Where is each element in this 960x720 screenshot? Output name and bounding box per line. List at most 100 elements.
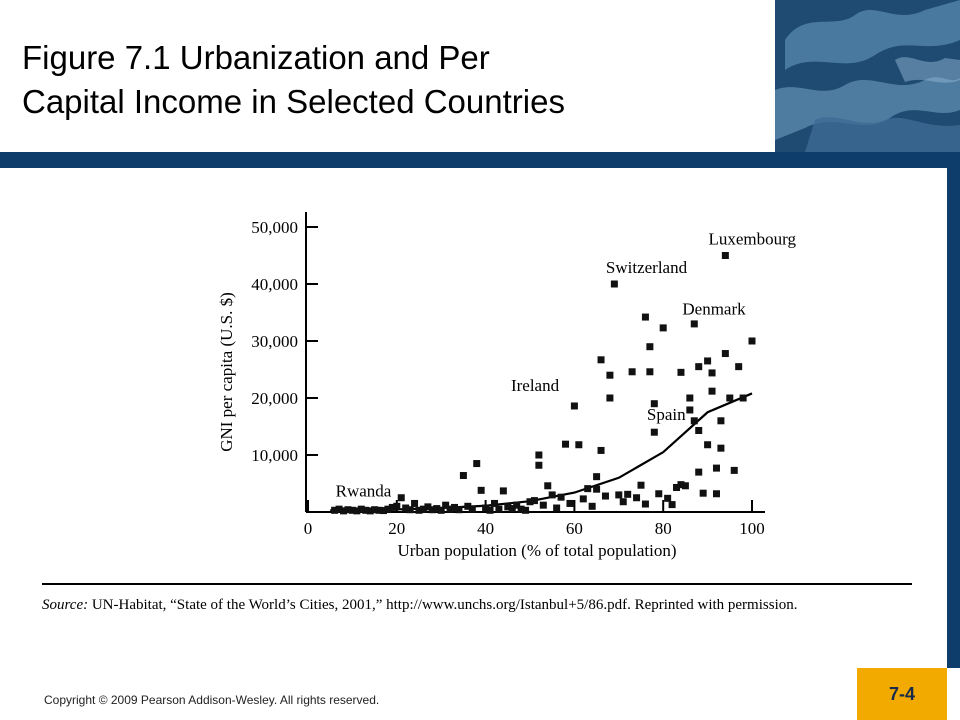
header-decorative-image bbox=[775, 0, 960, 152]
slide-title: Figure 7.1 Urbanization and Per Capital … bbox=[22, 36, 762, 124]
data-point bbox=[530, 497, 538, 505]
data-point bbox=[739, 394, 747, 402]
data-point bbox=[575, 441, 583, 449]
x-tick-label: 40 bbox=[477, 519, 494, 538]
data-point bbox=[508, 505, 516, 513]
data-point bbox=[335, 505, 343, 513]
data-point bbox=[677, 368, 685, 376]
data-point bbox=[451, 503, 459, 511]
y-tick-label: 20,000 bbox=[251, 389, 298, 408]
data-point bbox=[562, 440, 570, 448]
data-point bbox=[717, 444, 725, 452]
data-point bbox=[379, 507, 387, 515]
page-number-tab: 7-4 bbox=[857, 668, 947, 720]
data-point bbox=[424, 503, 432, 511]
data-point bbox=[593, 485, 601, 493]
data-point bbox=[539, 501, 547, 509]
data-point bbox=[615, 491, 623, 499]
data-point bbox=[344, 506, 352, 514]
slide-title-line-2: Capital Income in Selected Countries bbox=[22, 83, 565, 120]
data-point bbox=[504, 503, 512, 511]
data-point bbox=[371, 506, 379, 514]
data-point bbox=[610, 280, 618, 288]
footer-bar bbox=[0, 668, 960, 720]
data-point bbox=[544, 482, 552, 490]
data-point bbox=[699, 489, 707, 497]
data-point bbox=[606, 394, 614, 402]
data-point bbox=[459, 472, 467, 480]
data-point bbox=[366, 507, 374, 515]
data-point bbox=[673, 483, 681, 491]
data-point bbox=[548, 491, 556, 499]
slide-title-area: Figure 7.1 Urbanization and Per Capital … bbox=[0, 0, 775, 152]
data-point bbox=[695, 468, 703, 476]
data-point bbox=[464, 502, 472, 510]
data-point bbox=[397, 494, 405, 502]
data-point bbox=[353, 507, 361, 515]
x-ticks: 0 20 40 60 80 100 bbox=[304, 500, 765, 538]
data-point bbox=[646, 368, 654, 376]
data-point bbox=[681, 482, 689, 490]
data-point bbox=[593, 473, 601, 481]
x-tick-label: 80 bbox=[655, 519, 672, 538]
data-points bbox=[331, 252, 756, 515]
data-point bbox=[686, 394, 694, 402]
data-point bbox=[637, 481, 645, 489]
right-edge-bar bbox=[947, 152, 960, 672]
data-point bbox=[406, 506, 414, 514]
y-tick-label: 40,000 bbox=[251, 275, 298, 294]
data-point bbox=[340, 507, 348, 515]
data-point bbox=[517, 505, 525, 513]
x-axis-label: Urban population (% of total population) bbox=[397, 541, 676, 560]
data-point bbox=[428, 506, 436, 514]
data-point bbox=[348, 506, 356, 514]
data-point bbox=[553, 504, 561, 512]
data-point bbox=[362, 506, 370, 514]
data-point bbox=[708, 387, 716, 395]
data-point bbox=[557, 493, 565, 501]
data-point bbox=[535, 461, 543, 469]
annotation-label: Denmark bbox=[682, 299, 746, 318]
annotation-label: Spain bbox=[647, 405, 686, 424]
slide-title-line-1: Figure 7.1 Urbanization and Per bbox=[22, 39, 490, 76]
y-ticks: 10,000 20,000 30,000 40,000 50,000 bbox=[251, 218, 318, 465]
x-tick-label: 100 bbox=[739, 519, 765, 538]
data-point bbox=[579, 495, 587, 503]
data-point bbox=[566, 499, 574, 507]
data-point bbox=[384, 505, 392, 513]
data-point bbox=[388, 503, 396, 511]
data-point bbox=[641, 313, 649, 321]
data-point bbox=[495, 505, 503, 513]
data-point bbox=[437, 506, 445, 514]
source-note: Source: UN-Habitat, “State of the World’… bbox=[42, 595, 932, 615]
data-point bbox=[522, 506, 530, 514]
data-point bbox=[477, 486, 485, 494]
data-point bbox=[712, 464, 720, 472]
data-point bbox=[712, 490, 720, 498]
data-point bbox=[690, 320, 698, 328]
data-point bbox=[668, 501, 676, 509]
data-point bbox=[748, 337, 756, 345]
data-point bbox=[486, 506, 494, 514]
data-point bbox=[455, 506, 463, 514]
data-point bbox=[619, 498, 627, 506]
data-point bbox=[584, 485, 592, 493]
annotation-label: Luxembourg bbox=[708, 230, 796, 249]
data-point bbox=[641, 500, 649, 508]
data-point bbox=[433, 505, 441, 513]
annotation-label: Ireland bbox=[511, 376, 560, 395]
data-point bbox=[331, 506, 339, 514]
y-tick-label: 50,000 bbox=[251, 218, 298, 237]
y-axis-label: GNI per capita (U.S. $) bbox=[217, 292, 236, 452]
x-tick-label: 20 bbox=[388, 519, 405, 538]
y-tick-label: 10,000 bbox=[251, 446, 298, 465]
annotation-label: Rwanda bbox=[336, 481, 392, 500]
data-point bbox=[690, 417, 698, 425]
y-tick-label: 30,000 bbox=[251, 332, 298, 351]
scatter-chart: 10,000 20,000 30,000 40,000 50,000 0 20 40 60 80… bbox=[217, 212, 796, 560]
data-point bbox=[526, 498, 534, 506]
data-point bbox=[686, 406, 694, 414]
source-text: UN-Habitat, “State of the World’s Cities… bbox=[88, 597, 798, 613]
data-point bbox=[375, 506, 383, 514]
data-point bbox=[677, 481, 685, 489]
